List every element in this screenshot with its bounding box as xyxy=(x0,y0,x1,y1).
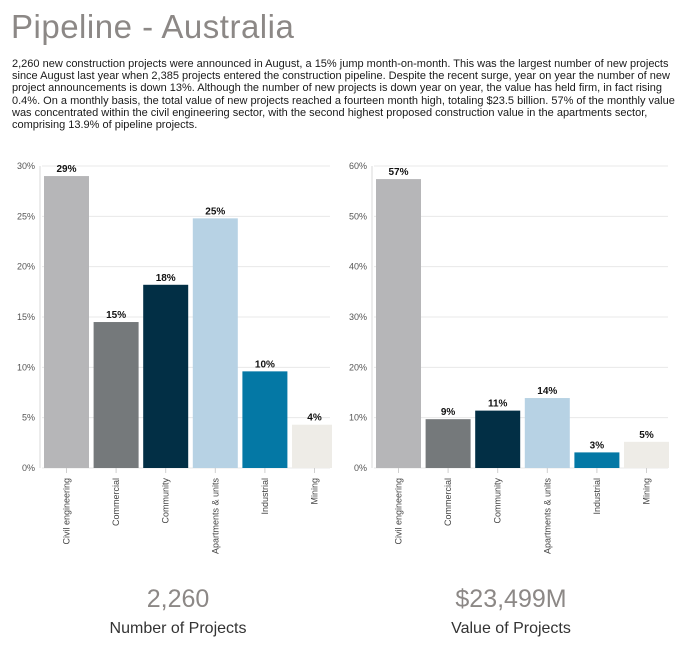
data-label: 14% xyxy=(537,386,557,397)
bar xyxy=(475,410,521,468)
category-label: Civil engineering xyxy=(394,478,404,545)
category-label: Mining xyxy=(310,478,320,505)
data-label: 11% xyxy=(488,399,508,410)
y-tick-label: 60% xyxy=(349,161,367,171)
value-of-projects-value: $23,499M xyxy=(455,585,567,613)
data-label: 18% xyxy=(156,273,176,284)
category-label: Industrial xyxy=(260,478,270,515)
y-tick-label: 5% xyxy=(22,413,35,423)
data-label: 25% xyxy=(205,206,225,217)
chart-value-of-projects: 0% 10% 20% 30% 40% 50% 60% 57% Civil engineering… xyxy=(349,161,669,555)
chart-number-of-projects: 0% 5% 10% 15% 20% 25% 30% 29% Civil engineering 1… xyxy=(17,161,332,555)
data-label: 3% xyxy=(590,440,605,451)
category-label: Apartments & units xyxy=(210,478,220,555)
bar xyxy=(44,176,89,469)
data-label: 9% xyxy=(441,407,456,418)
y-tick-label: 25% xyxy=(17,211,35,221)
value-of-projects-label: Value of Projects xyxy=(451,620,571,637)
y-tick-label: 20% xyxy=(349,362,367,372)
data-label: 57% xyxy=(388,167,408,178)
bar xyxy=(143,284,189,468)
data-label: 15% xyxy=(106,310,126,321)
bar xyxy=(425,419,471,468)
category-label: Commercial xyxy=(111,478,121,526)
y-tick-label: 30% xyxy=(349,312,367,322)
y-tick-label: 10% xyxy=(349,413,367,423)
y-tick-label: 10% xyxy=(17,362,35,372)
category-label: Commercial xyxy=(443,478,453,526)
summary-text: 2,260 new construction projects were ann… xyxy=(12,58,675,132)
bar xyxy=(93,322,139,468)
category-label: Mining xyxy=(642,478,652,505)
y-tick-label: 20% xyxy=(17,262,35,272)
page-title: Pipeline - Australia xyxy=(11,8,295,45)
category-label: Community xyxy=(493,478,503,524)
number-of-projects-label: Number of Projects xyxy=(109,620,247,637)
bar xyxy=(192,218,238,468)
data-label: 5% xyxy=(639,430,654,441)
y-tick-label: 40% xyxy=(349,262,367,272)
y-tick-label: 15% xyxy=(17,312,35,322)
number-of-projects-value: 2,260 xyxy=(146,585,210,613)
y-tick-label: 0% xyxy=(354,463,367,473)
y-tick-label: 50% xyxy=(349,211,367,221)
bar xyxy=(524,398,570,468)
bar xyxy=(292,424,332,468)
data-label: 4% xyxy=(307,413,322,424)
bar xyxy=(242,371,288,468)
category-label: Industrial xyxy=(592,478,602,515)
category-label: Community xyxy=(161,478,171,524)
data-label: 10% xyxy=(255,359,275,370)
data-label: 29% xyxy=(56,164,76,175)
y-tick-label: 0% xyxy=(22,463,35,473)
bar xyxy=(376,179,421,468)
category-label: Civil engineering xyxy=(62,478,72,545)
y-tick-label: 30% xyxy=(17,161,35,171)
bar xyxy=(574,452,620,468)
bar xyxy=(624,441,669,468)
category-label: Apartments & units xyxy=(542,478,552,555)
